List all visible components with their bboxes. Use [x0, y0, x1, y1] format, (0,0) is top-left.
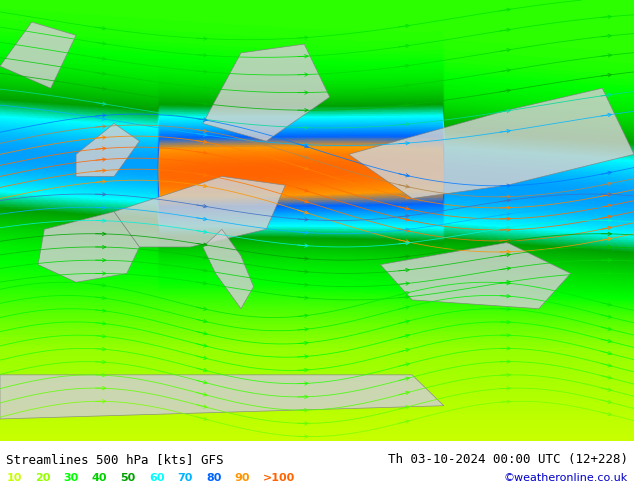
- Polygon shape: [380, 243, 571, 309]
- Text: 60: 60: [149, 473, 164, 483]
- Polygon shape: [203, 229, 254, 309]
- Polygon shape: [349, 88, 634, 198]
- Text: 90: 90: [235, 473, 250, 483]
- Text: 80: 80: [206, 473, 221, 483]
- Polygon shape: [0, 375, 444, 419]
- Polygon shape: [0, 22, 76, 88]
- Text: 40: 40: [92, 473, 107, 483]
- Polygon shape: [203, 44, 330, 141]
- Text: 30: 30: [63, 473, 79, 483]
- Text: 20: 20: [35, 473, 50, 483]
- Polygon shape: [38, 212, 139, 282]
- Text: ©weatheronline.co.uk: ©weatheronline.co.uk: [503, 473, 628, 483]
- Polygon shape: [114, 176, 285, 247]
- Text: 50: 50: [120, 473, 136, 483]
- Text: Th 03-10-2024 00:00 UTC (12+228): Th 03-10-2024 00:00 UTC (12+228): [387, 453, 628, 466]
- Text: 10: 10: [6, 473, 22, 483]
- Polygon shape: [76, 123, 139, 176]
- Text: >100: >100: [263, 473, 295, 483]
- Text: Streamlines 500 hPa [kts] GFS: Streamlines 500 hPa [kts] GFS: [6, 453, 224, 466]
- Text: 70: 70: [178, 473, 193, 483]
